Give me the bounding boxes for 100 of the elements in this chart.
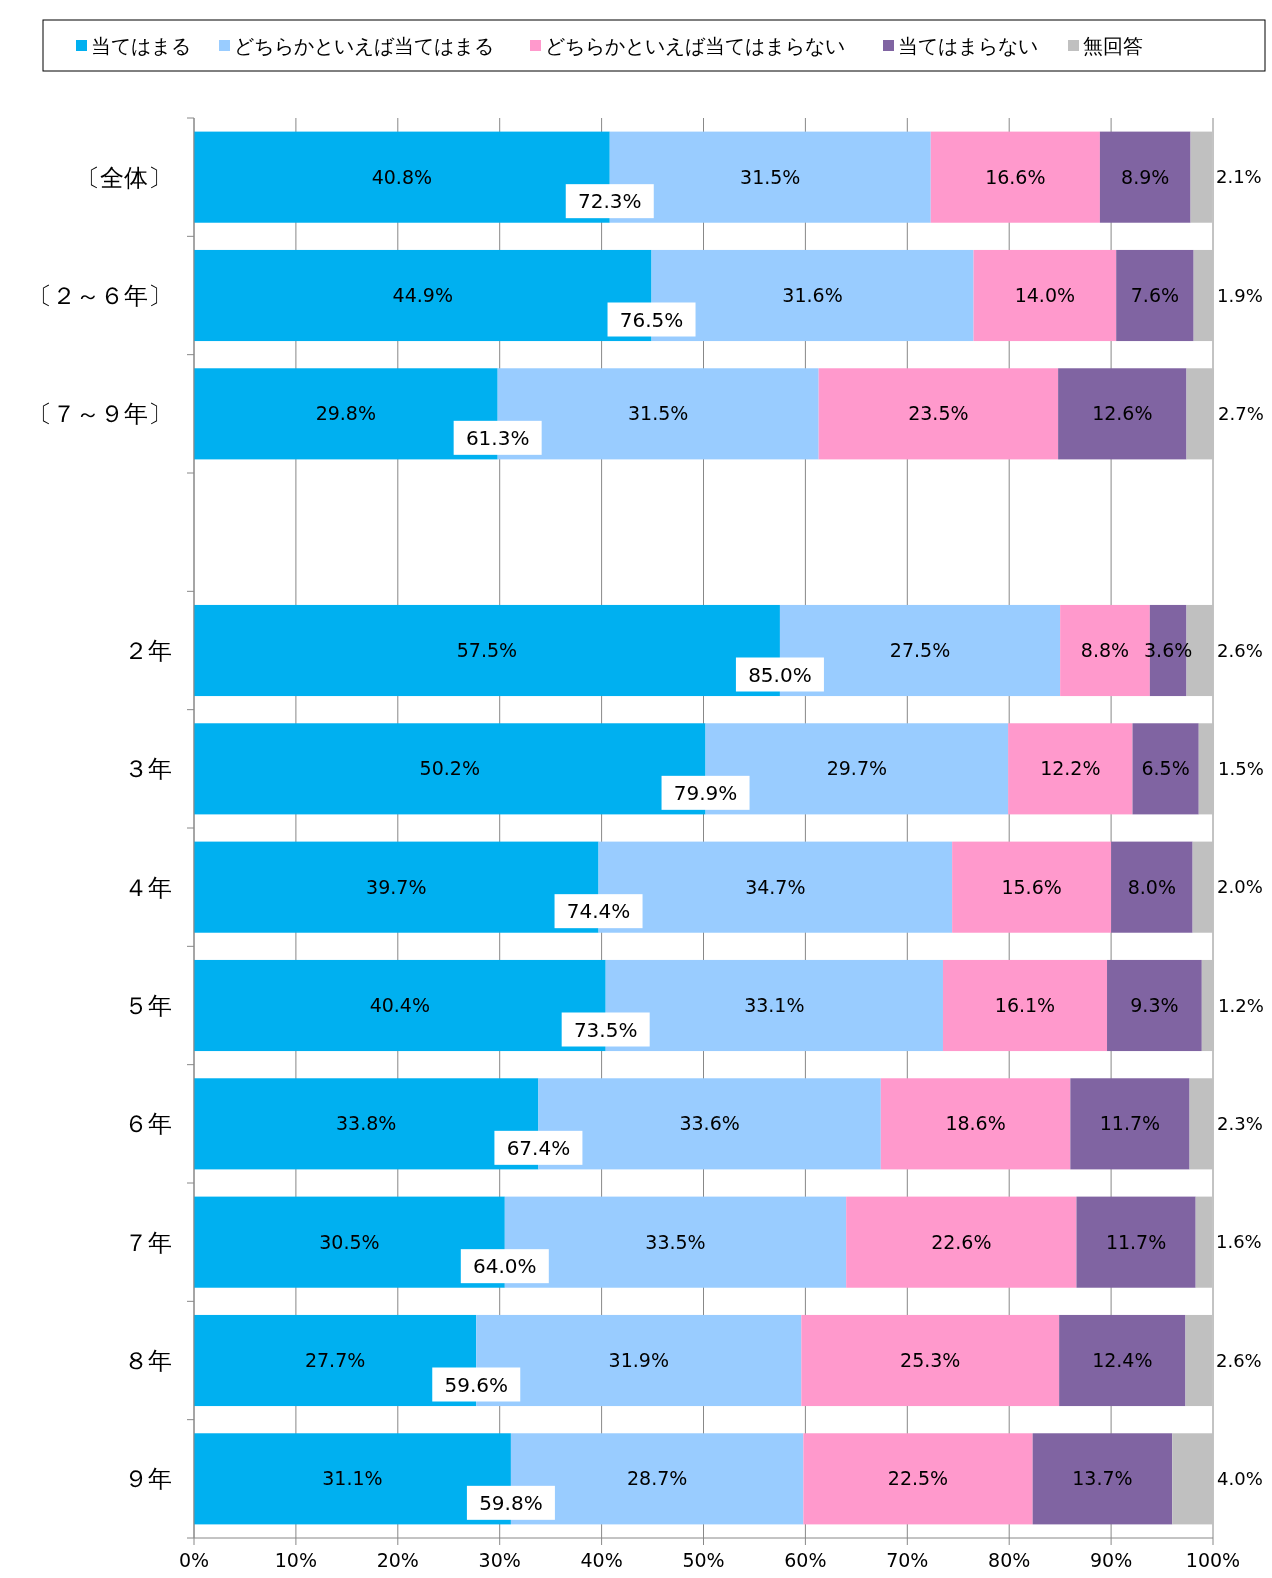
data-label: 22.6% bbox=[931, 1230, 992, 1253]
x-tick-label: 0% bbox=[178, 1548, 210, 1571]
bar bbox=[818, 368, 1059, 460]
bar bbox=[1111, 841, 1193, 933]
bar bbox=[1058, 368, 1187, 460]
data-label: 11.7% bbox=[1099, 1112, 1161, 1135]
data-label: 22.5% bbox=[887, 1467, 949, 1490]
data-label: 44.9% bbox=[392, 284, 453, 307]
data-label: 2.3% bbox=[1217, 1113, 1263, 1135]
data-label: 33.8% bbox=[336, 1112, 397, 1135]
y-tick-label: ３年 bbox=[124, 755, 172, 784]
data-label: 2.6% bbox=[1217, 639, 1263, 661]
y-tick-label: 〔２～６年〕 bbox=[28, 281, 172, 310]
data-label: 30.5% bbox=[319, 1230, 380, 1253]
bar bbox=[1185, 1314, 1212, 1407]
annotation: 64.0% bbox=[473, 1254, 537, 1279]
bar bbox=[1186, 368, 1215, 460]
data-label: 23.5% bbox=[908, 402, 969, 425]
data-label: 28.7% bbox=[626, 1467, 688, 1490]
bar bbox=[801, 1314, 1060, 1407]
data-label: 13.7% bbox=[1072, 1467, 1133, 1490]
y-tick-label: ６年 bbox=[124, 1110, 172, 1139]
data-label: 15.6% bbox=[1001, 875, 1062, 898]
bar bbox=[1172, 1433, 1213, 1525]
data-label: 7.6% bbox=[1130, 284, 1180, 307]
y-tick-label: 〔全体〕 bbox=[76, 163, 172, 192]
data-label: 14.0% bbox=[1014, 284, 1076, 307]
data-label: 16.6% bbox=[985, 165, 1046, 188]
x-tick-label: 20% bbox=[376, 1548, 419, 1571]
bar bbox=[930, 131, 1100, 223]
x-tick-label: 10% bbox=[274, 1548, 318, 1571]
data-label: 29.8% bbox=[315, 402, 377, 425]
bar bbox=[1116, 249, 1194, 342]
bar bbox=[880, 1078, 1071, 1170]
data-label: 9.3% bbox=[1130, 994, 1179, 1017]
data-label: 39.7% bbox=[366, 875, 427, 898]
x-tick-label: 100% bbox=[1185, 1548, 1241, 1571]
y-tick-label: ９年 bbox=[124, 1465, 172, 1494]
legend-label: どちらかといえば当てはまる bbox=[234, 34, 494, 58]
annotation: 72.3% bbox=[577, 189, 642, 214]
annotation: 76.5% bbox=[619, 307, 684, 332]
bar bbox=[942, 959, 1108, 1052]
data-label: 2.6% bbox=[1215, 1349, 1262, 1371]
data-label: 25.3% bbox=[900, 1349, 961, 1372]
annotation: 61.3% bbox=[465, 425, 530, 450]
bar bbox=[1193, 249, 1213, 342]
data-label: 31.5% bbox=[627, 402, 689, 425]
bar bbox=[1201, 959, 1215, 1052]
bar bbox=[1189, 1078, 1213, 1170]
data-label: 6.5% bbox=[1141, 757, 1190, 780]
annotation: 79.9% bbox=[673, 780, 738, 805]
y-tick-label: ５年 bbox=[124, 991, 172, 1020]
legend-label: どちらかといえば当てはまらない bbox=[545, 34, 845, 58]
bar bbox=[1059, 1314, 1186, 1407]
bar bbox=[1076, 1196, 1196, 1288]
bar bbox=[1032, 1433, 1173, 1525]
y-tick-label: ７年 bbox=[124, 1228, 172, 1257]
data-label: 1.5% bbox=[1218, 758, 1264, 780]
bar bbox=[846, 1196, 1077, 1288]
x-tick-label: 90% bbox=[1089, 1548, 1133, 1571]
y-tick-label: 〔７～９年〕 bbox=[28, 400, 172, 429]
bar bbox=[1190, 131, 1212, 223]
data-label: 2.0% bbox=[1217, 876, 1263, 898]
data-label: 8.0% bbox=[1127, 875, 1176, 898]
data-label: 12.4% bbox=[1092, 1349, 1153, 1372]
bar bbox=[973, 249, 1117, 342]
data-label: 31.9% bbox=[608, 1349, 669, 1372]
x-tick-label: 30% bbox=[478, 1548, 521, 1571]
data-label: 12.2% bbox=[1040, 757, 1101, 780]
bar bbox=[1132, 723, 1199, 815]
bar bbox=[1195, 1196, 1212, 1288]
legend-label: 当てはまる bbox=[91, 34, 191, 58]
annotation: 73.5% bbox=[573, 1017, 638, 1042]
annotation: 59.8% bbox=[479, 1490, 543, 1515]
y-tick-label: ８年 bbox=[124, 1346, 172, 1375]
data-label: 57.5% bbox=[456, 639, 518, 662]
data-label: 27.7% bbox=[304, 1349, 366, 1372]
data-label: 12.6% bbox=[1092, 402, 1153, 425]
bar bbox=[1099, 131, 1191, 223]
data-label: 29.7% bbox=[826, 757, 888, 780]
annotation: 74.4% bbox=[566, 899, 631, 924]
legend-label: 当てはまらない bbox=[898, 34, 1038, 58]
data-label: 40.4% bbox=[369, 994, 431, 1017]
data-label: 27.5% bbox=[889, 639, 951, 662]
x-tick-label: 70% bbox=[886, 1548, 929, 1571]
data-label: 2.7% bbox=[1218, 403, 1264, 425]
legend-label: 無回答 bbox=[1083, 34, 1143, 58]
data-label: 1.9% bbox=[1217, 284, 1263, 306]
bar bbox=[952, 841, 1112, 933]
data-label: 16.1% bbox=[994, 994, 1056, 1017]
data-label: 8.9% bbox=[1121, 165, 1170, 188]
data-label: 33.6% bbox=[679, 1112, 740, 1135]
y-tick-label: ４年 bbox=[124, 873, 172, 902]
bar bbox=[803, 1433, 1033, 1525]
data-label: 4.0% bbox=[1217, 1468, 1263, 1490]
x-tick-label: 40% bbox=[580, 1548, 623, 1571]
data-label: 33.5% bbox=[645, 1230, 706, 1253]
data-label: 1.6% bbox=[1215, 1231, 1262, 1253]
data-label: 31.5% bbox=[740, 165, 801, 188]
bar bbox=[1107, 959, 1202, 1052]
